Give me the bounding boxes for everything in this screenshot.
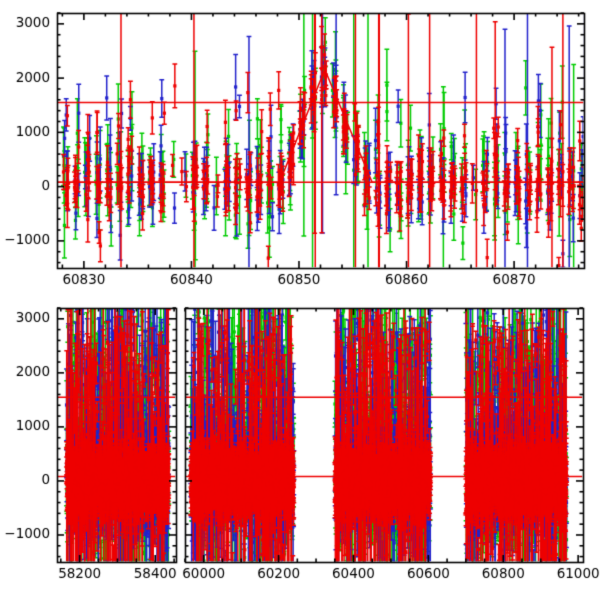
light-curve-plot-canvas [0,0,600,600]
light-curve-figure [0,0,600,600]
